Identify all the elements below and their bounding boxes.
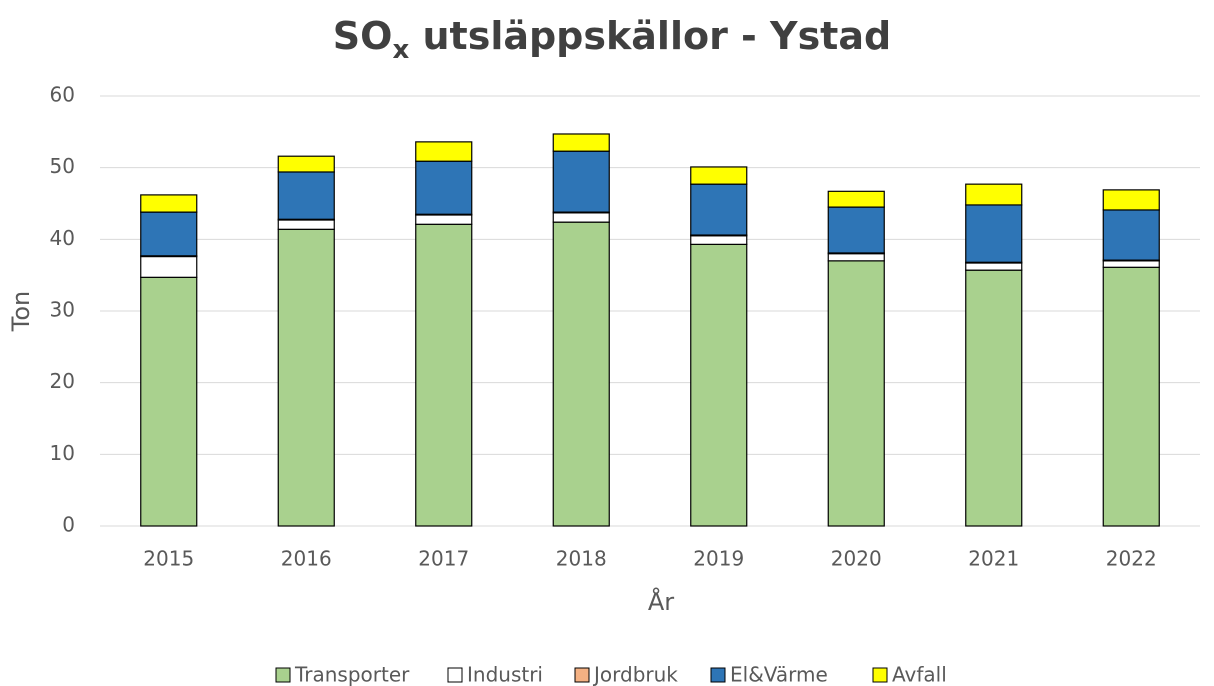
bar-segment	[827, 260, 885, 527]
bar-segment	[552, 150, 610, 213]
bar-segment	[1102, 266, 1160, 527]
legend-swatch	[872, 667, 888, 683]
bar-segment	[690, 166, 748, 185]
bar-segment	[1102, 209, 1160, 261]
title-subscript: x	[392, 35, 409, 65]
y-tick-label: 30	[50, 298, 75, 322]
bar-segment	[140, 194, 198, 213]
bar-segment	[827, 253, 885, 262]
x-axis-label: År	[648, 587, 674, 616]
bar-segment	[1102, 260, 1160, 268]
legend-label: Transporter	[294, 663, 410, 686]
bar-segment	[827, 206, 885, 254]
bar-segment	[277, 219, 335, 230]
bar-segment	[690, 243, 748, 527]
bar-segment	[552, 212, 610, 223]
x-tick-label: 2015	[143, 547, 194, 571]
y-tick-label: 50	[50, 154, 75, 178]
x-tick-label: 2022	[1106, 547, 1157, 571]
y-tick-label: 10	[50, 441, 75, 465]
bar-segment	[140, 255, 198, 278]
x-tick-label: 2018	[556, 547, 607, 571]
bar-segment	[690, 235, 748, 245]
bar-segment	[140, 276, 198, 527]
bar-segment	[965, 262, 1023, 271]
x-tick-label: 2016	[281, 547, 332, 571]
chart-title: SOx utsläppskällor - Ystad	[333, 14, 891, 65]
bar-segment	[690, 183, 748, 236]
legend-label: Jordbruk	[592, 663, 678, 686]
bar-segment	[827, 190, 885, 208]
x-tick-label: 2017	[418, 547, 469, 571]
y-tick-label: 40	[50, 226, 75, 250]
legend-swatch	[710, 667, 726, 683]
bar-segment	[965, 269, 1023, 527]
bar-segment	[1102, 189, 1160, 211]
bar-segment	[415, 160, 473, 215]
y-tick-label: 0	[62, 513, 75, 537]
bar-segment	[552, 133, 610, 152]
y-tick-label: 20	[50, 369, 75, 393]
title-part: utsläppskällor - Ystad	[409, 14, 891, 58]
bar-segment	[277, 171, 335, 220]
bar-segment	[277, 228, 335, 527]
bar-segment	[140, 211, 198, 257]
legend-label: Avfall	[892, 663, 947, 686]
legend-label: Industri	[467, 663, 543, 686]
legend-label: El&Värme	[730, 663, 828, 686]
x-tick-label: 2019	[693, 547, 744, 571]
legend-swatch	[447, 667, 463, 683]
y-axis-label: Ton	[7, 291, 35, 332]
bar-segment	[965, 183, 1023, 206]
bar-segment	[277, 155, 335, 173]
legend-swatch	[275, 667, 291, 683]
bar-segment	[415, 141, 473, 162]
bar-segment	[415, 214, 473, 225]
bar-segment	[415, 223, 473, 527]
title-part: SO	[333, 14, 393, 58]
bar-segment	[552, 221, 610, 527]
bar-segment	[965, 204, 1023, 263]
x-tick-label: 2021	[968, 547, 1019, 571]
legend-swatch	[574, 667, 590, 683]
x-tick-label: 2020	[831, 547, 882, 571]
y-tick-label: 60	[50, 83, 75, 107]
